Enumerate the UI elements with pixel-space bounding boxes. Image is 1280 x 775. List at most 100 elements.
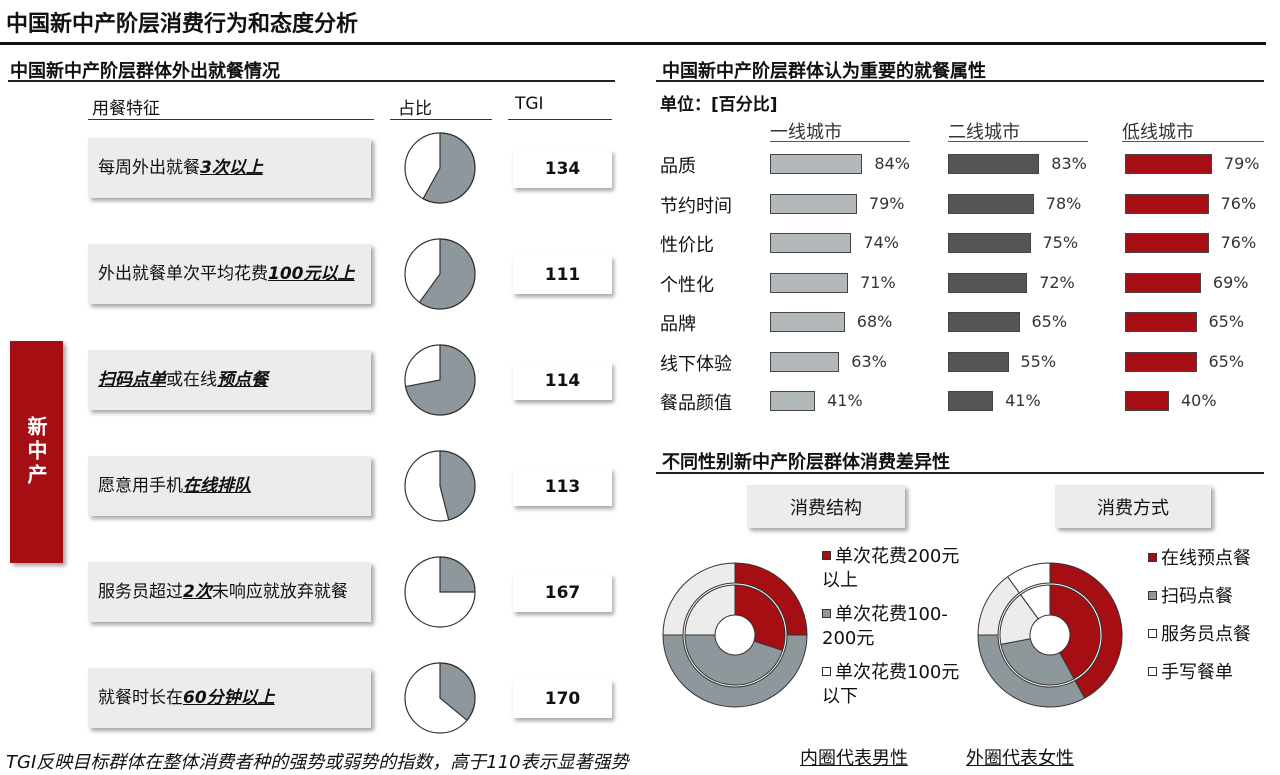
bar bbox=[770, 272, 849, 293]
inner-ring-segment bbox=[684, 634, 784, 686]
tgi-value: 114 bbox=[513, 362, 612, 400]
bar-value-label: 41% bbox=[1005, 391, 1041, 410]
donut-consumption-structure bbox=[662, 562, 808, 708]
series-header-rule bbox=[1122, 141, 1264, 142]
feature-text: 扫码点单或在线预点餐 bbox=[98, 369, 268, 391]
share-pie bbox=[404, 238, 476, 310]
series-header-rule bbox=[770, 141, 910, 142]
consumption-structure-label: 消费结构 bbox=[747, 485, 905, 528]
pie-share-slice bbox=[439, 450, 476, 521]
legend-swatch-gray bbox=[822, 609, 831, 618]
feature-highlight: 100元以上 bbox=[268, 264, 355, 284]
col-feature-header: 用餐特征 bbox=[92, 99, 160, 119]
left-section-title: 中国新中产阶层群体外出就餐情况 bbox=[10, 61, 280, 82]
feature-card: 扫码点单或在线预点餐 bbox=[88, 350, 371, 410]
inner-ring-segment bbox=[1049, 584, 1101, 680]
feature-highlight: 3次以上 bbox=[200, 158, 263, 178]
feature-card: 就餐时长在60分钟以上 bbox=[88, 668, 371, 728]
bar bbox=[948, 233, 1031, 253]
bar bbox=[1125, 351, 1197, 372]
bar-value-label: 71% bbox=[860, 272, 896, 292]
feature-card: 每周外出就餐3次以上 bbox=[88, 138, 371, 198]
bar bbox=[1125, 233, 1209, 253]
feature-card: 愿意用手机在线排队 bbox=[88, 456, 371, 516]
pie-share-slice bbox=[439, 556, 476, 593]
feature-text: 每周外出就餐3次以上 bbox=[98, 157, 263, 179]
bar bbox=[770, 351, 840, 372]
tgi-value: 111 bbox=[513, 256, 612, 294]
bar-chart-title: 中国新中产阶层群体认为重要的就餐属性 bbox=[662, 61, 986, 82]
inner-ring-segment bbox=[684, 584, 736, 636]
bar-value-label: 69% bbox=[1212, 272, 1249, 292]
bar bbox=[948, 193, 1034, 214]
category-label: 节约时间 bbox=[660, 195, 732, 217]
donut-section-rule bbox=[656, 472, 1264, 474]
bar bbox=[1125, 391, 1169, 411]
bar bbox=[770, 154, 863, 174]
bar-value-label: 68% bbox=[856, 312, 893, 331]
tgi-value: 134 bbox=[513, 150, 612, 188]
bar bbox=[948, 351, 1009, 372]
feature-highlight: 2次 bbox=[183, 582, 212, 602]
bar-value-label: 65% bbox=[1031, 312, 1068, 331]
feature-text-part: 每周外出就餐 bbox=[98, 158, 200, 178]
left-section-rule bbox=[8, 80, 615, 82]
bar-value-label: 41% bbox=[827, 391, 863, 410]
legend-consumption-method: 在线预点餐 扫码点餐 服务员点餐 手写餐单 bbox=[1148, 547, 1273, 685]
pie-share-slice bbox=[439, 662, 476, 722]
legend-swatch-red bbox=[822, 551, 831, 560]
col-share-rule bbox=[390, 119, 492, 120]
inner-ring-segment bbox=[1019, 584, 1051, 620]
bar bbox=[948, 272, 1028, 293]
bar bbox=[770, 193, 857, 214]
feature-text-part: 服务员超过 bbox=[98, 582, 183, 602]
bar-value-label: 83% bbox=[1051, 154, 1087, 173]
tgi-value: 170 bbox=[513, 680, 612, 718]
feature-highlight: 在线排队 bbox=[183, 476, 251, 496]
col-tgi-header: TGI bbox=[515, 94, 544, 114]
feature-text: 外出就餐单次平均花费100元以上 bbox=[98, 263, 355, 285]
category-label: 个性化 bbox=[660, 274, 714, 296]
series-header: 二线城市 bbox=[948, 122, 1020, 143]
category-label: 线下体验 bbox=[660, 353, 732, 375]
col-share-header: 占比 bbox=[398, 99, 432, 119]
share-pie bbox=[404, 344, 476, 416]
pie-share-slice bbox=[404, 344, 476, 416]
inner-ring-segment bbox=[1000, 638, 1075, 686]
legend-swatch-red bbox=[1148, 553, 1157, 562]
note-inner-male: 内圈代表男性 bbox=[800, 748, 908, 769]
bar-value-label: 78% bbox=[1045, 193, 1082, 213]
bar-value-label: 75% bbox=[1042, 233, 1079, 252]
col-feature-rule bbox=[88, 119, 374, 120]
feature-text: 就餐时长在60分钟以上 bbox=[98, 687, 275, 709]
bar bbox=[770, 312, 845, 332]
feature-text-part: 愿意用手机 bbox=[98, 476, 183, 496]
category-label: 餐品颜值 bbox=[660, 393, 732, 414]
legend-item-scan-order: 扫码点餐 bbox=[1161, 586, 1233, 607]
title-rule bbox=[0, 42, 1266, 45]
bar bbox=[948, 312, 1020, 332]
col-tgi-rule bbox=[508, 119, 612, 120]
series-header: 低线城市 bbox=[1122, 122, 1194, 143]
outer-ring-segment bbox=[1006, 562, 1051, 594]
feature-highlight: 预点餐 bbox=[217, 370, 268, 390]
feature-text: 愿意用手机在线排队 bbox=[98, 475, 251, 497]
tgi-value: 167 bbox=[513, 574, 612, 612]
bar bbox=[1125, 312, 1197, 332]
feature-highlight: 扫码点单 bbox=[98, 370, 166, 390]
legend-swatch-white bbox=[1148, 629, 1157, 638]
share-pie bbox=[404, 662, 476, 734]
bar bbox=[948, 154, 1040, 174]
bar-value-label: 72% bbox=[1039, 272, 1075, 292]
feature-card: 外出就餐单次平均花费100元以上 bbox=[88, 244, 371, 304]
donut-consumption-method bbox=[977, 562, 1123, 708]
bar-value-label: 65% bbox=[1208, 351, 1245, 371]
note-outer-female: 外圈代表女性 bbox=[966, 748, 1074, 769]
bar-value-label: 79% bbox=[1223, 154, 1260, 173]
category-label: 品牌 bbox=[660, 314, 696, 335]
bar-value-label: 84% bbox=[874, 154, 910, 173]
bar bbox=[1125, 193, 1209, 214]
bar bbox=[770, 391, 816, 411]
share-pie bbox=[404, 450, 476, 522]
bar-chart-unit: 单位：[百分比] bbox=[660, 95, 778, 115]
